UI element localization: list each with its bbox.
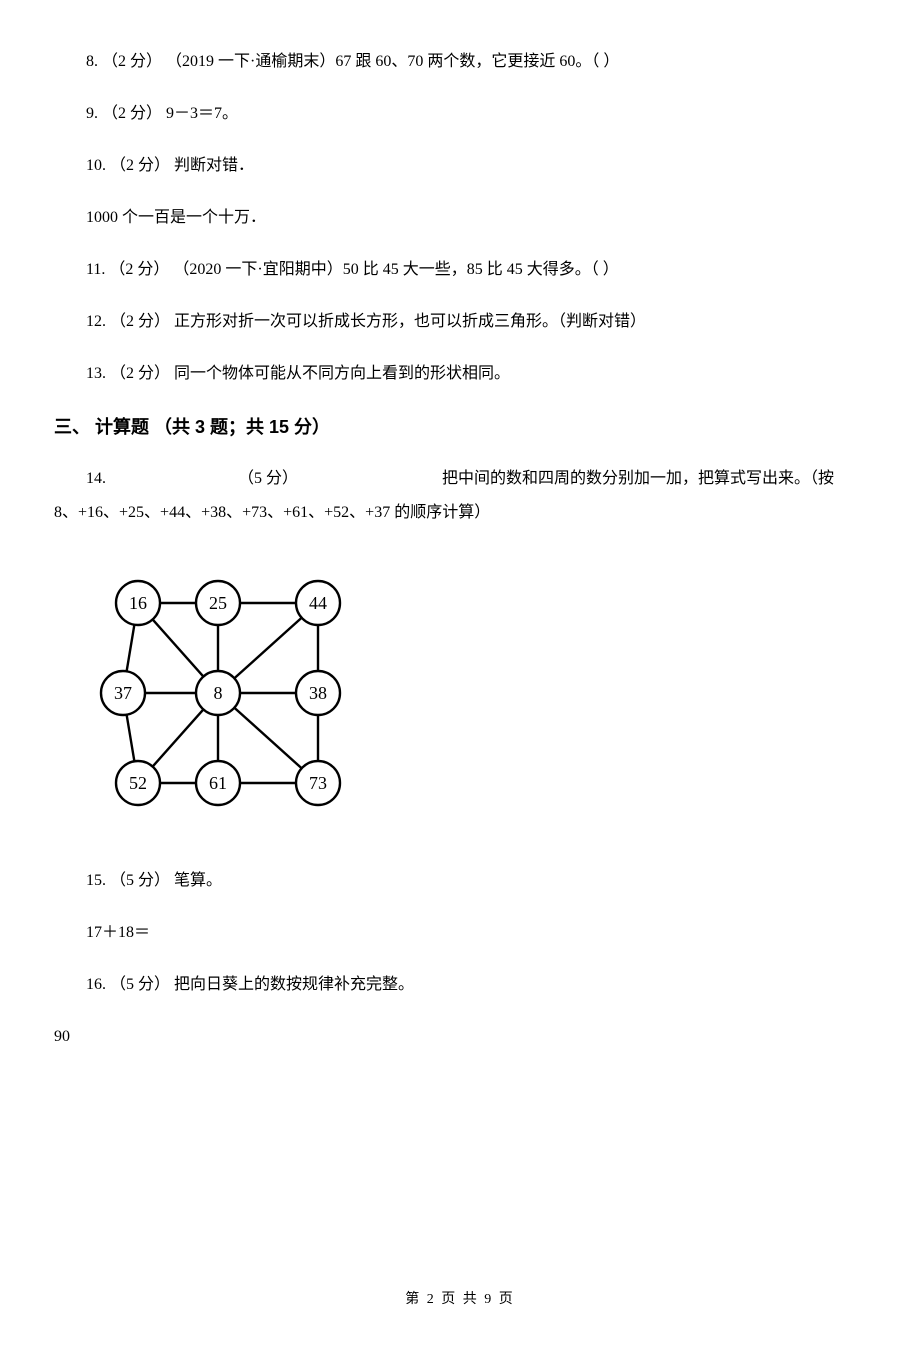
stray-number-90: 90: [54, 1025, 866, 1049]
question-16: 16. （5 分） 把向日葵上的数按规律补充完整。: [54, 973, 866, 997]
diagram-node-label: 38: [309, 683, 327, 703]
question-8: 8. （2 分） （2019 一下·通榆期末）67 跟 60、70 两个数，它更…: [54, 50, 866, 74]
number-network-diagram: 16 25 44 37 8 38 52 61 73: [88, 553, 866, 841]
diagram-node-label: 73: [309, 773, 327, 793]
question-11: 11. （2 分） （2020 一下·宜阳期中）50 比 45 大一些，85 比…: [54, 258, 866, 282]
question-10: 10. （2 分） 判断对错．: [54, 154, 866, 178]
diagram-node-label: 8: [214, 683, 223, 703]
diagram-edge: [153, 709, 204, 766]
diagram-edge: [153, 619, 204, 676]
question-13: 13. （2 分） 同一个物体可能从不同方向上看到的形状相同。: [54, 362, 866, 386]
question-12: 12. （2 分） 正方形对折一次可以折成长方形，也可以折成三角形。（判断对错）: [54, 310, 866, 334]
section-3-heading: 三、 计算题 （共 3 题；共 15 分）: [54, 414, 866, 441]
diagram-node-label: 37: [114, 683, 132, 703]
question-15: 15. （5 分） 笔算。: [54, 869, 866, 893]
question-14: 14. （5 分） 把中间的数和四周的数分别加一加，把算式写出来。（按 8、+1…: [54, 467, 866, 525]
diagram-edge: [234, 618, 301, 679]
diagram-edge: [234, 708, 301, 769]
diagram-node-label: 52: [129, 773, 147, 793]
diagram-node-label: 44: [309, 593, 327, 613]
question-10-statement: 1000 个一百是一个十万．: [54, 206, 866, 230]
diagram-node-label: 61: [209, 773, 227, 793]
diagram-node-label: 16: [129, 593, 147, 613]
question-14-line1: 14. （5 分） 把中间的数和四周的数分别加一加，把算式写出来。（按: [54, 467, 866, 491]
diagram-edge: [127, 625, 135, 672]
page-footer: 第 2 页 共 9 页: [54, 1289, 866, 1310]
question-14-line2: 8、+16、+25、+44、+38、+73、+61、+52、+37 的顺序计算）: [54, 501, 866, 525]
network-svg: 16 25 44 37 8 38 52 61 73: [88, 553, 348, 833]
question-9: 9. （2 分） 9－3＝7。: [54, 102, 866, 126]
question-15-expression: 17＋18＝: [54, 921, 866, 945]
diagram-node-label: 25: [209, 593, 227, 613]
diagram-edge: [127, 715, 135, 762]
